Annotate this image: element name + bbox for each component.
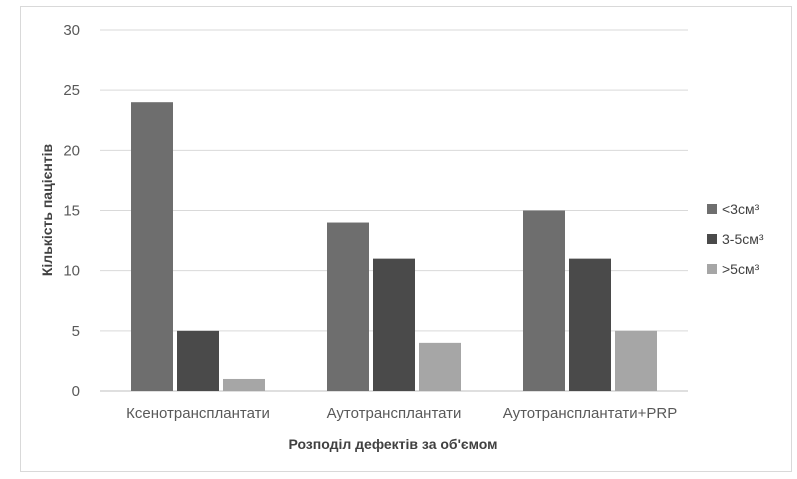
legend-swatch xyxy=(707,204,717,214)
bars xyxy=(131,102,657,391)
legend-label: <3см³ xyxy=(722,201,760,217)
bar xyxy=(327,222,369,391)
y-tick-label: 0 xyxy=(72,383,80,400)
y-tick-label: 10 xyxy=(63,263,80,280)
legend: <3см³ 3-5см³ >5см³ xyxy=(707,201,764,277)
bar xyxy=(223,378,265,391)
bar xyxy=(523,210,565,391)
legend-label: 3-5см³ xyxy=(722,231,764,247)
y-tick-label: 20 xyxy=(63,142,80,159)
x-tick-label: Аутотрансплантати+PRP xyxy=(503,405,677,422)
y-tick-label: 15 xyxy=(63,203,80,220)
bar xyxy=(615,330,657,391)
bar xyxy=(419,342,461,391)
y-axis-ticks: 0 5 10 15 20 25 30 xyxy=(63,22,80,400)
x-axis-title: Розподіл дефектів за об'ємом xyxy=(288,436,497,452)
bar xyxy=(373,258,415,391)
legend-swatch xyxy=(707,234,717,244)
bar xyxy=(131,102,173,391)
bar xyxy=(569,258,611,391)
y-axis-title: Кількість пацієнтів xyxy=(39,143,55,276)
legend-swatch xyxy=(707,264,717,274)
y-tick-label: 25 xyxy=(63,82,80,99)
legend-label: >5см³ xyxy=(722,261,760,277)
x-tick-label: Ксенотрансплантати xyxy=(126,405,270,422)
bar xyxy=(177,330,219,391)
x-tick-label: Аутотрансплантати xyxy=(327,405,462,422)
x-axis-ticks: Ксенотрансплантати Аутотрансплантати Аутот… xyxy=(126,405,677,422)
y-tick-label: 5 xyxy=(72,323,80,340)
y-tick-label: 30 xyxy=(63,22,80,39)
